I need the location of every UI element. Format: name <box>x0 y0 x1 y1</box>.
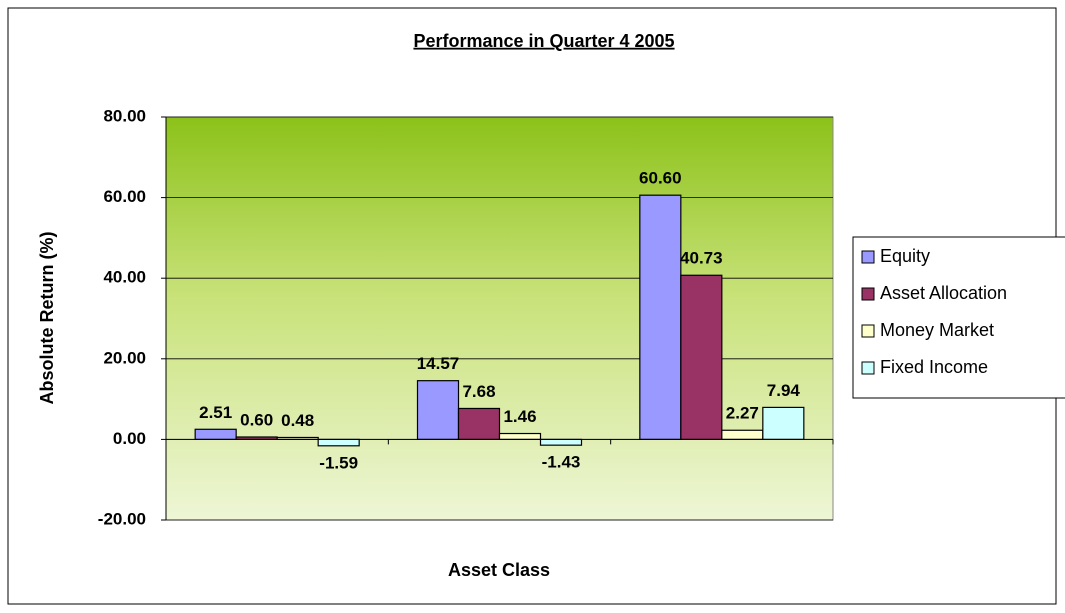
legend-swatch <box>861 250 875 264</box>
data-label: 40.73 <box>680 249 723 268</box>
legend-swatch <box>861 324 875 338</box>
chart-title: Performance in Quarter 4 2005 <box>413 31 674 51</box>
data-label: 1.46 <box>503 407 536 426</box>
bar <box>457 407 501 440</box>
data-label: 0.48 <box>281 411 314 430</box>
bar <box>762 406 805 440</box>
data-label: 7.94 <box>767 381 801 400</box>
data-label: 14.57 <box>417 354 460 373</box>
y-axis-title: Absolute Return (%) <box>37 231 57 404</box>
data-label: 60.60 <box>639 169 682 188</box>
data-label: -1.43 <box>542 453 581 472</box>
legend <box>852 236 1065 399</box>
plot-area <box>165 116 834 521</box>
bar <box>317 438 360 447</box>
y-tick-label: 20.00 <box>103 348 146 367</box>
legend-swatch <box>861 361 875 375</box>
data-label: 7.68 <box>462 382 495 401</box>
y-tick-label: 0.00 <box>113 429 146 448</box>
y-tick-label: 40.00 <box>103 268 146 287</box>
y-tick-label: 60.00 <box>103 187 146 206</box>
legend-label: Equity <box>880 246 930 266</box>
bar <box>194 428 237 440</box>
bar <box>721 429 764 440</box>
bar <box>639 194 682 441</box>
x-axis-title: Asset Class <box>448 560 550 580</box>
y-tick-label: 80.00 <box>103 106 146 125</box>
data-label: 2.27 <box>726 404 759 423</box>
bar <box>539 438 583 446</box>
bar <box>416 380 460 440</box>
bar <box>680 274 723 440</box>
data-label: 2.51 <box>199 403 232 422</box>
legend-label: Asset Allocation <box>880 283 1007 303</box>
data-label: -1.59 <box>319 453 358 472</box>
legend-label: Money Market <box>880 320 994 340</box>
data-label: 0.60 <box>240 410 273 429</box>
legend-swatch <box>861 287 875 301</box>
y-tick-label: -20.00 <box>98 509 146 528</box>
legend-label: Fixed Income <box>880 357 988 377</box>
bar <box>498 432 542 441</box>
